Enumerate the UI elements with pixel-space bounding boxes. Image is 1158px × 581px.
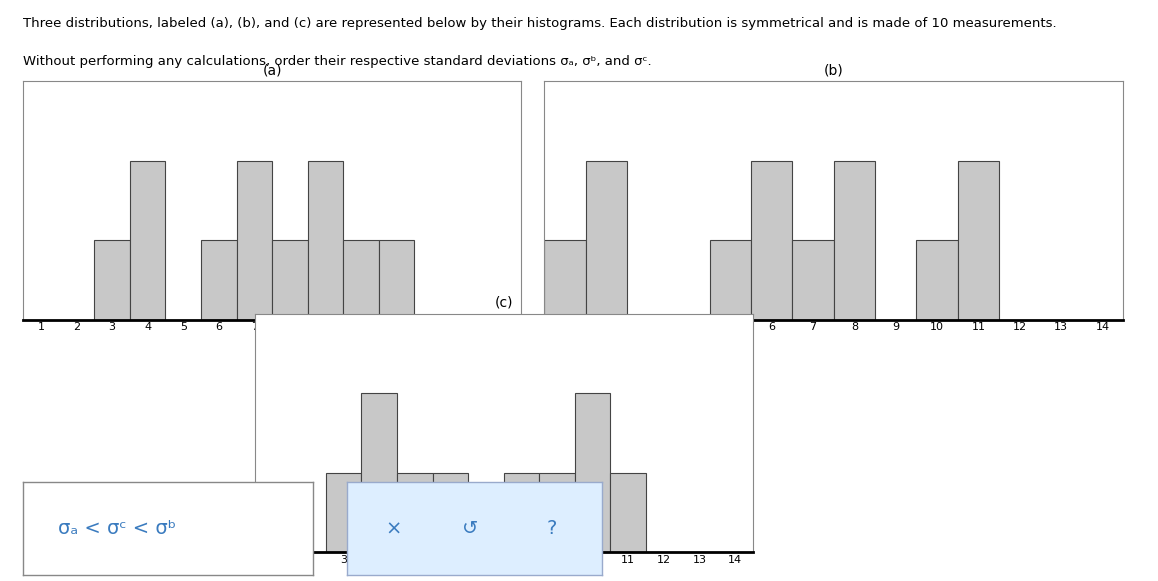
Bar: [610, 472, 646, 552]
Text: ?: ?: [547, 519, 557, 538]
Bar: [272, 240, 308, 320]
Bar: [540, 472, 574, 552]
Title: (b): (b): [823, 63, 844, 77]
Bar: [574, 393, 610, 552]
Text: ↺: ↺: [462, 519, 478, 538]
Bar: [916, 240, 958, 320]
Bar: [792, 240, 834, 320]
Text: Without performing any calculations, order their respective standard deviations : Without performing any calculations, ord…: [23, 55, 652, 68]
Bar: [325, 472, 361, 552]
Bar: [308, 161, 343, 320]
Text: σₐ < σᶜ < σᵇ: σₐ < σᶜ < σᵇ: [58, 519, 176, 538]
Bar: [379, 240, 415, 320]
Bar: [834, 161, 875, 320]
Bar: [433, 472, 468, 552]
Bar: [586, 161, 626, 320]
Bar: [130, 161, 166, 320]
Bar: [504, 472, 540, 552]
Bar: [94, 240, 130, 320]
Bar: [343, 240, 379, 320]
Bar: [361, 393, 397, 552]
Bar: [752, 161, 792, 320]
Text: ×: ×: [386, 519, 402, 538]
Text: Three distributions, labeled (a), (b), and (c) are represented below by their hi: Three distributions, labeled (a), (b), a…: [23, 17, 1057, 30]
Title: (a): (a): [263, 63, 281, 77]
Bar: [201, 240, 236, 320]
Bar: [710, 240, 752, 320]
Bar: [544, 240, 586, 320]
Bar: [236, 161, 272, 320]
Title: (c): (c): [494, 296, 513, 310]
Bar: [958, 161, 999, 320]
Bar: [397, 472, 433, 552]
